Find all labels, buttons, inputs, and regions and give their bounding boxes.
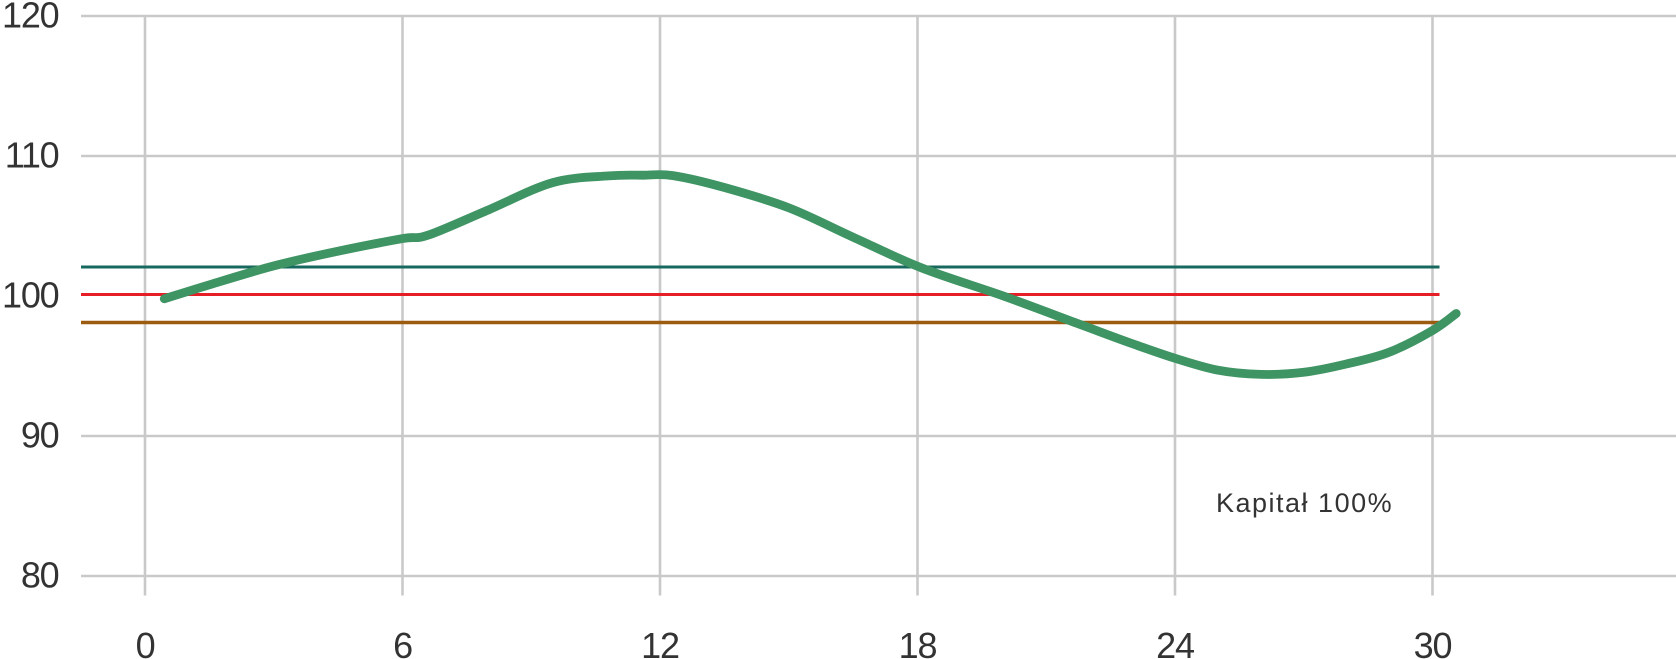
svg-text:0: 0 (136, 625, 155, 659)
svg-text:18: 18 (899, 625, 937, 659)
svg-text:100: 100 (2, 275, 59, 316)
svg-text:120: 120 (2, 0, 59, 36)
svg-text:90: 90 (21, 415, 59, 456)
svg-text:24: 24 (1156, 625, 1194, 659)
svg-text:30: 30 (1414, 625, 1452, 659)
svg-text:80: 80 (21, 555, 59, 596)
svg-text:6: 6 (393, 625, 412, 659)
svg-text:12: 12 (641, 625, 679, 659)
svg-text:110: 110 (5, 135, 59, 176)
svg-text:Kapitał 100%: Kapitał 100% (1216, 488, 1393, 518)
